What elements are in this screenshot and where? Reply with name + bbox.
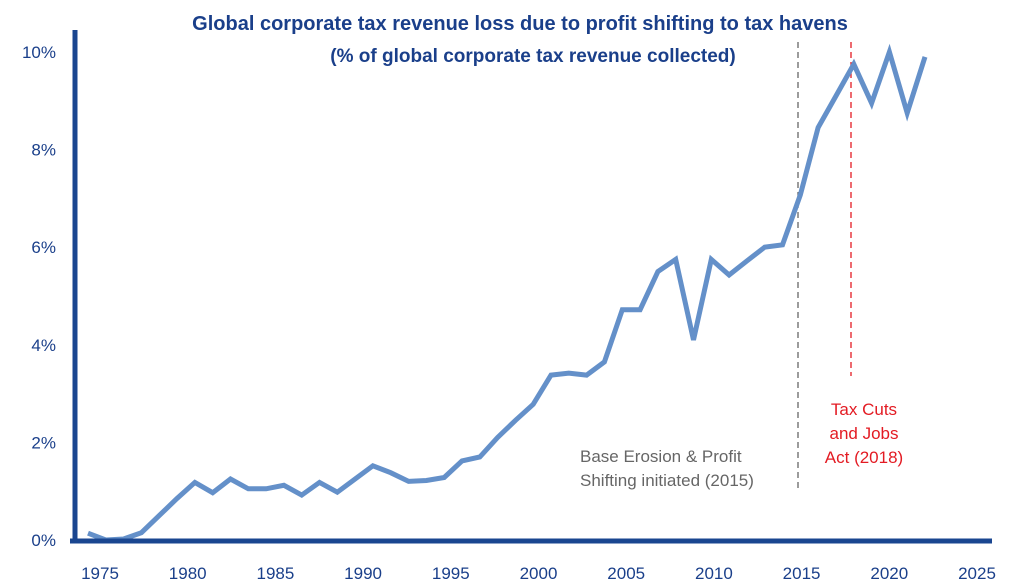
x-tick-label: 2020 [870,564,908,583]
reference-lines [797,42,852,490]
x-tick-label: 2000 [520,564,558,583]
chart-title: Global corporate tax revenue loss due to… [192,13,848,35]
series-line [87,43,928,543]
axes [70,30,992,544]
chart-subtitle: (% of global corporate tax revenue colle… [330,46,735,67]
tcja-annotation-line: Act (2018) [825,448,903,467]
x-tick-label: 1980 [169,564,207,583]
series-group [87,43,928,543]
x-tick-label: 1990 [344,564,382,583]
x-tick-label: 2025 [958,564,996,583]
tcja-annotation-line: Tax Cuts [831,400,897,419]
x-tick-label: 1995 [432,564,470,583]
tcja-annotation-line: and Jobs [830,424,899,443]
annotations: Base Erosion & Profit Shifting initiated … [580,400,903,490]
y-tick-label: 0% [31,531,56,550]
x-tick-label: 2015 [783,564,821,583]
x-tick-labels: 1975 1980 1985 1990 1995 2000 2005 2010 2015 2020… [81,564,996,583]
y-tick-label: 4% [31,336,56,355]
y-tick-label: 8% [31,141,56,160]
x-tick-label: 1985 [256,564,294,583]
x-tick-label: 2005 [607,564,645,583]
y-tick-labels: 0% 2% 4% 6% 8% 10% [22,43,56,550]
bepa-annotation-line: Base Erosion & Profit [580,447,742,466]
y-tick-label: 10% [22,43,56,62]
y-tick-label: 2% [31,433,56,452]
x-tick-label: 1975 [81,564,119,583]
bepa-annotation-line: Shifting initiated (2015) [580,471,754,490]
y-tick-label: 6% [31,238,56,257]
x-tick-label: 2010 [695,564,733,583]
